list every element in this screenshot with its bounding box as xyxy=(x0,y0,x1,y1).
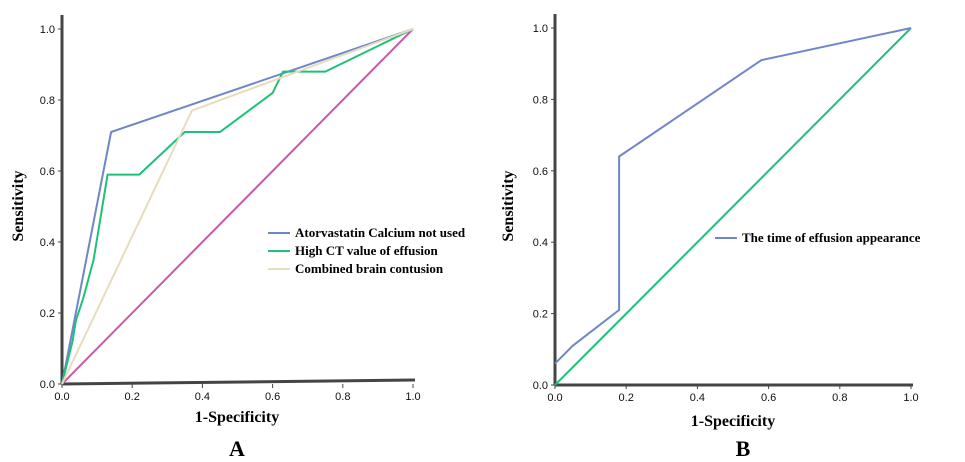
y-tick-label: 0.8 xyxy=(533,94,548,106)
x-axis-line xyxy=(61,378,416,386)
series-line-the-time-of-effusion-appearance xyxy=(554,27,912,365)
y-tick-label: 0.6 xyxy=(40,166,55,178)
panel-b-xlabel: 1-Specificity xyxy=(691,413,775,430)
x-tick-label: 0.4 xyxy=(195,391,210,403)
x-tick-label: 0.2 xyxy=(125,391,140,403)
y-tick-label: 0.0 xyxy=(533,380,548,392)
x-tick-label: 1.0 xyxy=(405,391,420,403)
y-tick-label: 0.2 xyxy=(40,308,55,320)
series-line-reference-diagonal xyxy=(61,28,414,385)
y-tick-label: 1.0 xyxy=(533,23,548,35)
panel-a-letter: A xyxy=(229,436,245,461)
series-line-atorvastatin-calcium-not-used xyxy=(61,28,414,385)
y-tick-label: 0.8 xyxy=(40,95,55,107)
panel-a-xlabel: 1-Specificity xyxy=(195,409,279,426)
chart-panel-a: Sensitivity 1-Specificity A 0.0 0.2 0.4 0.6… xyxy=(10,15,466,461)
x-tick-label: 0.8 xyxy=(335,391,350,403)
panel-a-ylabel: Sensitivity xyxy=(10,170,27,241)
y-tick-label: 0.6 xyxy=(533,166,548,178)
y-tick-label: 0.0 xyxy=(40,379,55,391)
y-tick-label: 1.0 xyxy=(40,24,55,36)
x-tick-label: 1.0 xyxy=(903,392,918,404)
x-tick-label: 0.6 xyxy=(265,391,280,403)
series-line-reference-diagonal xyxy=(554,27,912,386)
y-tick-label: 0.2 xyxy=(533,309,548,321)
x-tick-label: 0.4 xyxy=(690,392,705,404)
panel-b-ylabel: Sensitivity xyxy=(500,170,517,241)
x-tick-label: 0.0 xyxy=(547,392,562,404)
x-tick-label: 0.0 xyxy=(54,391,69,403)
panel-b-letter: B xyxy=(736,436,751,461)
legend-label: Combined brain contusion xyxy=(295,261,444,276)
chart-panel-b: Sensitivity 1-Specificity B 0.0 0.2 0.4 0.6… xyxy=(500,14,921,461)
legend-label: Atorvastatin Calcium not used xyxy=(295,225,466,240)
legend-label: The time of effusion appearance xyxy=(742,230,921,245)
legend-label: High CT value of effusion xyxy=(295,243,439,258)
y-tick-label: 0.4 xyxy=(533,237,548,249)
series-line-combined-brain-contusion xyxy=(61,28,414,385)
y-tick-label: 0.4 xyxy=(40,237,55,249)
x-tick-label: 0.6 xyxy=(761,392,776,404)
x-tick-label: 0.2 xyxy=(619,392,634,404)
x-tick-label: 0.8 xyxy=(832,392,847,404)
